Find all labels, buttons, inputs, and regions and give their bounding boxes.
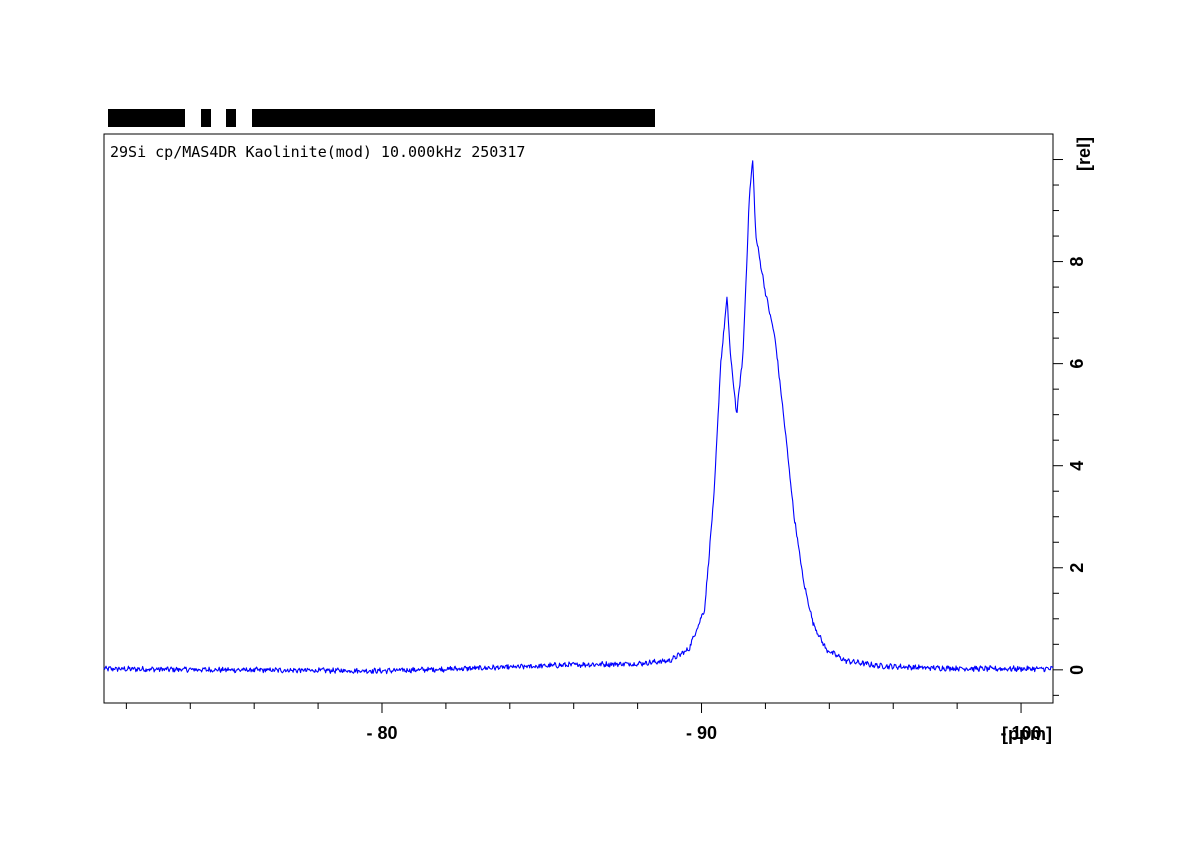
x-axis-unit-label: [ppm]	[1002, 724, 1052, 744]
header-bar-segment	[201, 109, 211, 127]
y-tick-label: 8	[1067, 257, 1087, 267]
header-bar-segment	[252, 109, 655, 127]
y-tick-label: 4	[1067, 461, 1087, 471]
y-axis-unit-label: [rel]	[1074, 137, 1094, 171]
plot-frame	[103, 133, 1054, 704]
header-bar-segment	[226, 109, 236, 127]
y-tick-label: 2	[1067, 563, 1087, 573]
x-tick-label: - 100	[1001, 723, 1042, 743]
y-ticks: 0 2 4 6 8	[1053, 159, 1087, 696]
x-tick-label: - 90	[686, 723, 717, 743]
x-major-ticks: - 80 - 90 - 100	[366, 703, 1042, 743]
y-tick-label: 6	[1067, 359, 1087, 369]
spectrum-series-line	[103, 160, 1054, 675]
x-tick-label: - 80	[366, 723, 397, 743]
header-bar-segment	[108, 109, 185, 127]
header-bar-pattern	[108, 109, 655, 127]
spectrum-title: 29Si cp/MAS4DR Kaolinite(mod) 10.000kHz …	[110, 143, 525, 161]
y-tick-label: 0	[1067, 665, 1087, 675]
x-minor-ticks	[125, 703, 958, 709]
